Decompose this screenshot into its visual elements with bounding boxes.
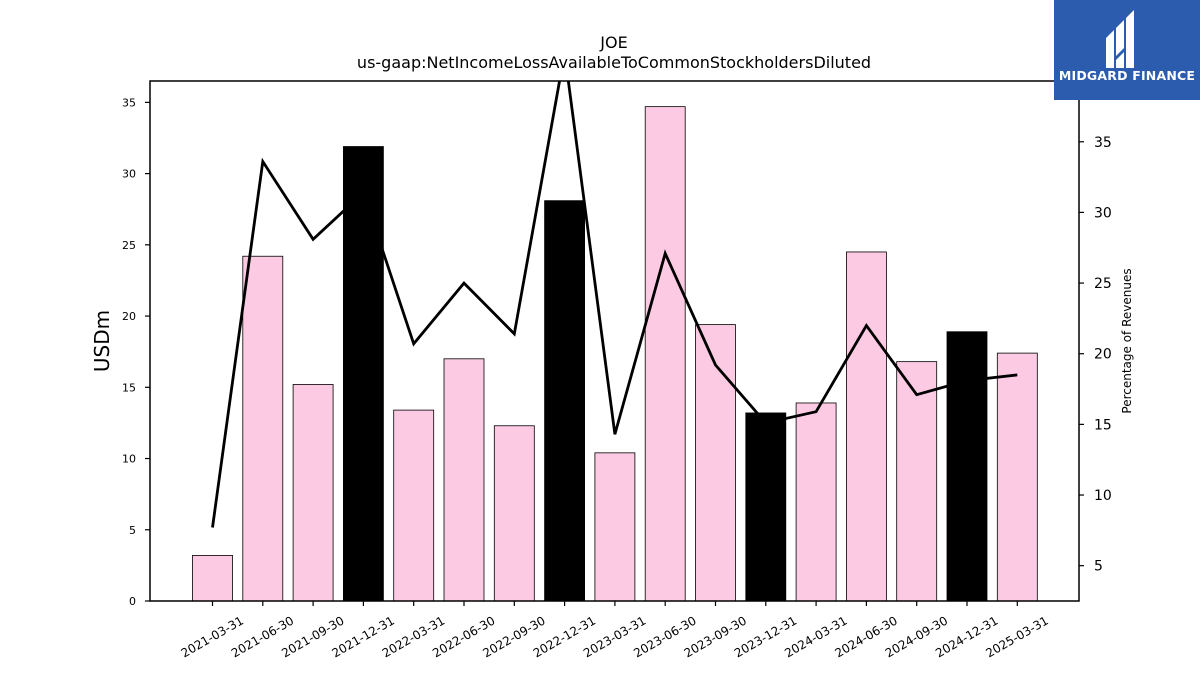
y2-tick-label: 20 [1094,347,1112,363]
y-tick-label: 25 [122,239,136,252]
bar-2021-06-30 [242,255,284,602]
x-axis: 2021-03-312021-06-302021-09-302021-12-31… [179,601,1051,660]
line-percentage-of-revenues [211,81,1018,528]
bar-2022-12-31 [544,200,585,602]
chart-subtitle: us-gaap:NetIncomeLossAvailableToCommonSt… [357,53,871,72]
bar-2025-03-31 [996,352,1038,602]
bar-2024-12-31 [946,331,988,602]
y2-tick-label: 25 [1094,276,1112,292]
y-tick-label: 20 [122,310,136,323]
y-axis: 0 5 10 15 20 25 30 35 [122,96,150,608]
bar-2023-09-30 [695,324,736,602]
logo-mark-icon [1106,10,1134,68]
y-tick-label: 10 [122,453,136,466]
bar-2023-06-30 [644,106,686,602]
y-tick-label: 0 [129,595,136,608]
line-series [211,81,1018,528]
bar-2022-06-30 [443,358,485,602]
y2-tick-label: 35 [1094,135,1112,151]
y2-axis: 5 10 15 20 25 30 35 [1079,135,1112,575]
y2-axis-label: Percentage of Revenues [1120,268,1134,413]
y-tick-label: 30 [122,168,136,181]
bar-2024-09-30 [896,361,938,602]
bar-2024-06-30 [846,251,887,602]
y2-tick-label: 5 [1094,559,1103,575]
y-tick-label: 15 [122,381,136,394]
chart-title: JOE [599,33,627,52]
y2-tick-label: 10 [1094,488,1112,504]
bar-2021-12-31 [342,146,384,602]
y-tick-label: 35 [122,96,136,109]
y-tick-label: 5 [129,524,136,537]
bar-2021-03-31 [192,555,233,602]
bar-2022-09-30 [493,425,535,602]
bar-2021-09-30 [292,384,334,602]
y-axis-label: USDm [90,310,114,372]
logo-text: MIDGARD FINANCE [1058,68,1196,83]
bar-2022-03-31 [393,409,435,602]
bar-2024-03-31 [795,402,837,602]
bar-2023-03-31 [594,452,636,602]
bar-2023-12-31 [745,412,787,602]
y2-tick-label: 15 [1094,417,1112,433]
brand-logo: MIDGARD FINANCE [1054,0,1200,100]
bar-series [192,106,1038,602]
y2-tick-label: 30 [1094,205,1112,221]
